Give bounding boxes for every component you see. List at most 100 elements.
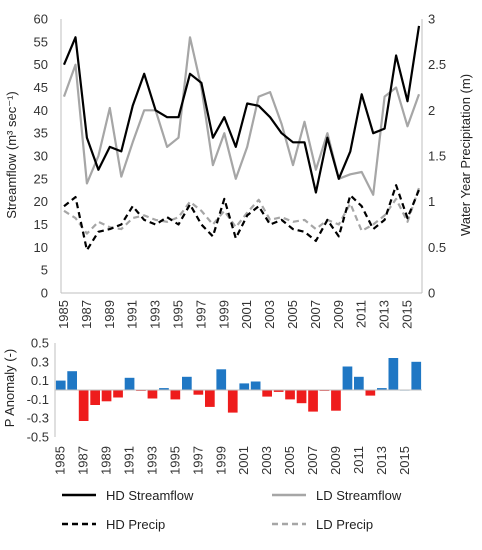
top-tick-layer: 0 5 10 15 20 25 30 35 40 45 50 55 60 0 0.5 1 1.5 2 2.5 3 198… xyxy=(34,12,447,329)
top-x-tick-label: 1997 xyxy=(193,300,208,329)
anomaly-bar xyxy=(113,390,123,398)
streamflow-precip-chart: 0 5 10 15 20 25 30 35 40 45 50 55 60 0 0.5 1 1.5 2 2.5 3 198… xyxy=(4,12,473,329)
anomaly-bar xyxy=(354,376,364,390)
series-line-hd-streamflow xyxy=(62,25,421,194)
anomaly-y-tick-label: 0.1 xyxy=(31,373,49,388)
left-y-tick-label: 15 xyxy=(34,217,48,232)
right-y-tick-label: 0 xyxy=(428,286,435,301)
top-x-tick-label: 2011 xyxy=(354,300,369,328)
anomaly-bar xyxy=(227,390,238,413)
anomaly-x-tick-label: 2003 xyxy=(259,446,274,475)
top-x-tick-label: 1991 xyxy=(125,300,140,329)
legend-label: HD Streamflow xyxy=(106,488,194,503)
left-y-tick-label: 30 xyxy=(34,149,48,164)
anomaly-x-tick-label: 2001 xyxy=(236,446,251,475)
anomaly-bar xyxy=(193,390,204,395)
anomaly-bar xyxy=(78,390,89,421)
anomaly-y-axis-title: P Anomaly (-) xyxy=(2,349,17,428)
right-y-tick-label: 2 xyxy=(428,103,435,118)
anomaly-x-tick-label: 2009 xyxy=(328,446,343,475)
top-x-tick-label: 2005 xyxy=(285,300,300,329)
anomaly-bar xyxy=(90,390,100,405)
anomaly-x-tick-label: 2013 xyxy=(374,446,389,475)
anomaly-y-tick-label: -0.3 xyxy=(27,411,49,426)
top-x-tick-label: 2009 xyxy=(331,300,346,329)
left-y-tick-label: 55 xyxy=(34,34,48,49)
left-y-tick-label: 20 xyxy=(34,194,48,209)
top-x-tick-label: 2015 xyxy=(400,300,415,329)
top-x-tick-label: 2003 xyxy=(262,300,277,329)
right-y-tick-label: 3 xyxy=(428,12,435,27)
top-x-tick-label: 1985 xyxy=(56,300,71,329)
anomaly-x-tick-label: 1997 xyxy=(190,446,205,475)
anomaly-x-tick-label: 2005 xyxy=(282,446,297,475)
anomaly-x-tick-label: 1991 xyxy=(122,446,137,475)
anomaly-bar xyxy=(55,380,66,390)
anomaly-bar xyxy=(182,376,192,390)
anomaly-x-tick-label: 1987 xyxy=(76,446,91,475)
anomaly-bar xyxy=(273,390,284,392)
left-y-tick-label: 35 xyxy=(34,126,48,141)
anomaly-bar xyxy=(296,390,307,404)
anomaly-x-tick-label: 2011 xyxy=(351,446,366,474)
legend-label: LD Precip xyxy=(316,517,373,532)
anomaly-bar xyxy=(308,390,318,412)
anomaly-y-tick-label: 0.3 xyxy=(31,354,49,369)
anomaly-tick-layer: 0.5 0.3 0.1 -0.1 -0.3 -0.5 1985 1987 1989 1991 199… xyxy=(27,336,412,475)
anomaly-x-tick-label: 1985 xyxy=(53,446,68,475)
anomaly-bar xyxy=(411,361,422,390)
anomaly-x-tick-label: 1993 xyxy=(144,446,159,475)
left-y-tick-label: 45 xyxy=(34,80,48,95)
anomaly-bar xyxy=(377,388,387,390)
anomaly-x-tick-label: 1989 xyxy=(99,446,114,475)
top-x-tick-label: 2001 xyxy=(239,300,254,329)
anomaly-x-tick-label: 2007 xyxy=(305,446,320,475)
top-x-tick-label: 2013 xyxy=(377,300,392,329)
top-x-tick-label: 1999 xyxy=(216,300,231,329)
left-y-axis-title: Streamflow (m³ sec⁻¹) xyxy=(4,91,19,218)
legend: HD Streamflow LD Streamflow HD Precip LD Pr… xyxy=(62,488,402,532)
precip-anomaly-chart: 0.5 0.3 0.1 -0.1 -0.3 -0.5 1985 1987 1989 1991 199… xyxy=(2,336,422,475)
right-y-axis-title: Water Year Precipitation (m) xyxy=(458,74,473,236)
right-y-tick-label: 2.5 xyxy=(428,57,446,72)
anomaly-bar xyxy=(250,381,261,390)
left-y-tick-label: 40 xyxy=(34,103,48,118)
anomaly-bar xyxy=(365,390,376,396)
anomaly-x-tick-label: 1999 xyxy=(213,446,228,475)
anomaly-bar xyxy=(342,366,353,390)
right-y-tick-label: 1.5 xyxy=(428,149,446,164)
left-y-tick-label: 25 xyxy=(34,171,48,186)
top-x-tick-label: 1989 xyxy=(102,300,117,329)
anomaly-bar xyxy=(331,390,341,411)
series-line-hd-precip xyxy=(63,184,421,252)
anomaly-bar xyxy=(205,390,215,407)
anomaly-bar xyxy=(67,371,77,390)
anomaly-y-tick-label: -0.5 xyxy=(27,430,49,445)
top-x-tick-label: 1993 xyxy=(148,300,163,329)
top-series-layer xyxy=(62,25,421,252)
top-x-tick-label: 2007 xyxy=(308,300,323,329)
left-y-tick-label: 60 xyxy=(34,12,48,27)
anomaly-bar xyxy=(159,388,169,390)
anomaly-bar xyxy=(124,377,135,390)
anomaly-bar xyxy=(285,390,295,400)
left-y-tick-label: 10 xyxy=(34,240,48,255)
left-y-tick-label: 0 xyxy=(41,286,48,301)
legend-label: LD Streamflow xyxy=(316,488,402,503)
top-x-tick-label: 1987 xyxy=(79,300,94,329)
right-y-tick-label: 1 xyxy=(428,194,435,209)
anomaly-bar xyxy=(101,390,112,402)
right-y-tick-label: 0.5 xyxy=(428,240,446,255)
anomaly-bar xyxy=(388,358,399,390)
left-y-tick-label: 50 xyxy=(34,57,48,72)
anomaly-bar-layer xyxy=(55,358,422,421)
anomaly-bar xyxy=(216,369,227,390)
top-x-tick-label: 1995 xyxy=(171,300,186,329)
anomaly-x-tick-label: 1995 xyxy=(167,446,182,475)
anomaly-y-tick-label: 0.5 xyxy=(31,336,49,351)
anomaly-y-tick-label: -0.1 xyxy=(27,392,49,407)
series-line-ld-streamflow xyxy=(62,36,421,196)
legend-label: HD Precip xyxy=(106,517,165,532)
anomaly-bar xyxy=(170,390,181,400)
